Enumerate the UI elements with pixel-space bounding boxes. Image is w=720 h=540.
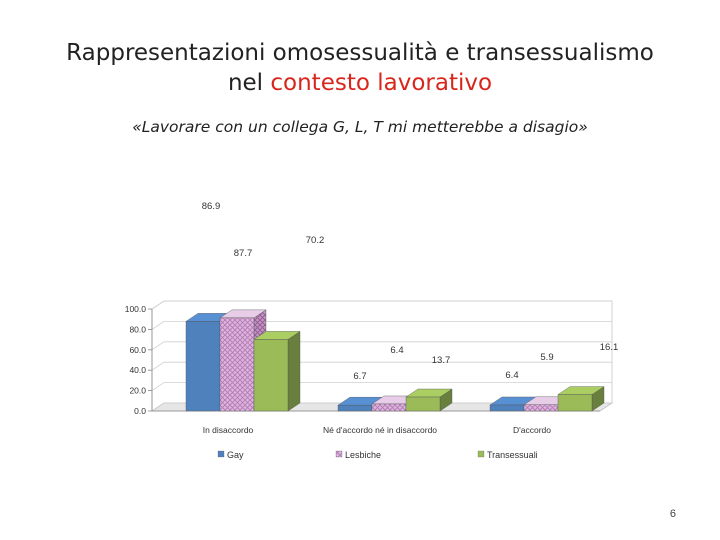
- title-line-1: Rappresentazioni omosessualità e transes…: [66, 40, 654, 66]
- legend-label-transessuali: Transessuali: [487, 450, 538, 460]
- title-line-2-plain: nel: [227, 70, 271, 96]
- bar-lesbiche-3: [523, 404, 559, 412]
- slide-title: Rappresentazioni omosessualità e transes…: [0, 38, 720, 98]
- bar-lesbiche-2: [371, 403, 407, 412]
- gridline: [151, 341, 612, 351]
- gridline: [151, 321, 612, 330]
- bar-transessuali-2: [405, 396, 441, 412]
- data-label-gay-2: 6.7: [353, 371, 366, 382]
- data-label-transessuali-3: 16.1: [600, 342, 619, 353]
- bar-gay-1: [185, 321, 221, 412]
- data-label-lesbiche-1: 86.9: [202, 201, 221, 212]
- y-tick-label: 0.0: [134, 406, 146, 416]
- legend-swatch-lesbiche: [335, 450, 343, 458]
- data-label-extra-1: 87.7: [234, 248, 253, 259]
- bar-lesbiche-1: [219, 317, 255, 412]
- data-label-transessuali-2: 13.7: [432, 355, 451, 366]
- gridline: [151, 361, 612, 371]
- x-category-label: In disaccordo: [203, 425, 254, 435]
- gridline: [151, 300, 612, 310]
- title-line-2-highlight: contesto lavorativo: [270, 70, 493, 96]
- y-tick-label: 40.0: [129, 365, 146, 375]
- legend-label-gay: Gay: [227, 450, 244, 460]
- title-line-2: nel contesto lavorativo: [0, 68, 720, 98]
- y-tick-label: 80.0: [129, 324, 146, 334]
- y-tick-label: 60.0: [129, 345, 146, 355]
- bar-gay-3: [489, 404, 525, 412]
- bar-gay-2: [337, 404, 373, 412]
- page-number: 6: [669, 508, 676, 520]
- data-label-gay-3: 6.4: [505, 370, 518, 381]
- legend-label-lesbiche: Lesbiche: [345, 450, 381, 460]
- data-label-lesbiche-2: 6.4: [390, 345, 403, 356]
- data-label-transessuali-1: 70.2: [306, 235, 325, 246]
- bar-transessuali-1: [253, 339, 289, 412]
- data-label-lesbiche-3: 5.9: [540, 352, 553, 363]
- slide-subtitle: «Lavorare con un collega G, L, T mi mett…: [132, 118, 588, 136]
- x-category-label: Né d'accordo né in disaccordo: [323, 425, 437, 435]
- y-tick-label: 20.0: [129, 386, 146, 396]
- gridline: [151, 402, 612, 412]
- x-category-label: D'accordo: [513, 425, 551, 435]
- legend-swatch-gay: [217, 450, 225, 458]
- legend-swatch-transessuali: [477, 450, 485, 458]
- bar-transessuali-1-side: [287, 331, 301, 412]
- bar-transessuali-3: [557, 394, 593, 412]
- y-tick-label: 100.0: [125, 304, 147, 314]
- gridline: [151, 382, 612, 391]
